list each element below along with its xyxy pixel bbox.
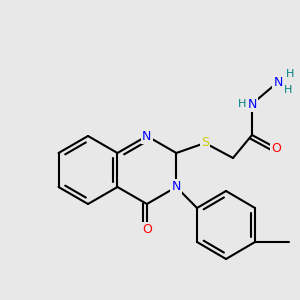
Text: N: N (273, 76, 283, 88)
Text: N: N (172, 181, 181, 194)
Text: H: H (238, 99, 246, 109)
Text: H: H (286, 69, 294, 79)
Text: N: N (142, 130, 152, 142)
Text: O: O (142, 223, 152, 236)
Text: N: N (247, 98, 257, 110)
Text: S: S (201, 136, 209, 149)
Text: O: O (271, 142, 281, 154)
Text: H: H (284, 85, 292, 95)
